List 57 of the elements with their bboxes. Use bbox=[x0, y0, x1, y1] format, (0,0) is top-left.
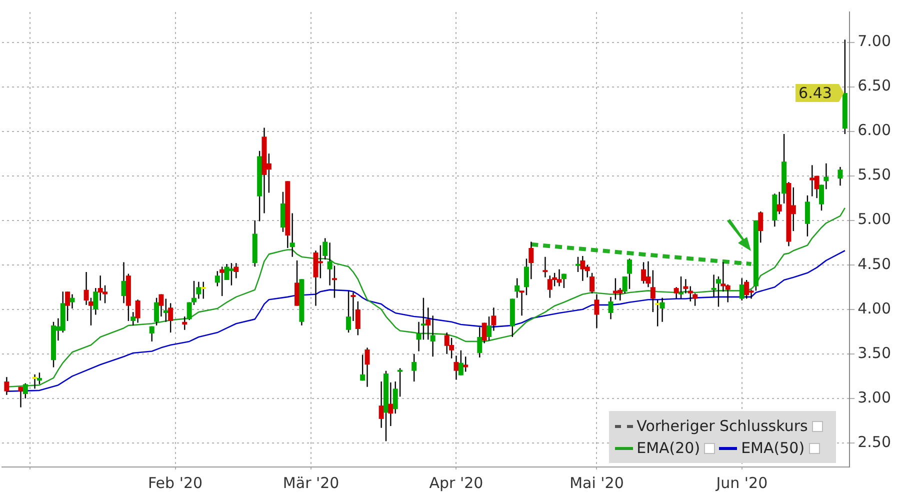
candlestick bbox=[70, 294, 75, 310]
candlestick bbox=[135, 299, 140, 324]
y-tick-label: 5.50 bbox=[858, 166, 892, 184]
candlestick bbox=[364, 347, 370, 388]
candlestick bbox=[561, 273, 566, 289]
candlestick bbox=[200, 281, 206, 300]
candlestick bbox=[641, 262, 646, 284]
candlestick bbox=[346, 290, 352, 334]
candlestick bbox=[458, 350, 464, 376]
annotation: 6.43 bbox=[798, 84, 832, 102]
candlestick bbox=[412, 353, 417, 382]
candlestick bbox=[542, 256, 548, 278]
candlestick bbox=[4, 376, 10, 396]
y-tick-label: 5.00 bbox=[858, 210, 892, 228]
candlestick bbox=[318, 244, 323, 279]
candlestick bbox=[678, 276, 684, 300]
candlestick bbox=[220, 266, 225, 297]
x-tick-label: Apr '20 bbox=[429, 474, 484, 492]
x-tick-label: Jun '20 bbox=[715, 474, 768, 492]
legend-label: Vorheriger Schlusskurs bbox=[636, 416, 808, 437]
y-tick-label: 4.00 bbox=[858, 299, 892, 318]
candlestick bbox=[294, 260, 300, 306]
candlestick bbox=[18, 386, 24, 408]
candlestick bbox=[838, 166, 843, 186]
candlestick bbox=[776, 191, 782, 215]
candlestick bbox=[660, 297, 665, 322]
candlestick bbox=[36, 372, 42, 385]
candlestick bbox=[650, 270, 656, 313]
y-tick-label: 6.00 bbox=[858, 121, 892, 140]
candlestick bbox=[463, 356, 468, 372]
y-tick-label: 3.50 bbox=[858, 344, 892, 362]
candlestick bbox=[182, 316, 188, 330]
candlestick bbox=[739, 278, 744, 302]
x-tick-label: Mär '20 bbox=[282, 474, 340, 492]
candlestick bbox=[594, 294, 600, 329]
legend-label: EMA(20) bbox=[636, 438, 700, 459]
candlestick bbox=[454, 355, 459, 380]
x-tick-label: Feb '20 bbox=[148, 474, 203, 492]
y-tick-label: 6.50 bbox=[858, 76, 892, 95]
legend-label: EMA(50) bbox=[741, 438, 805, 459]
y-tick-label: 3.00 bbox=[858, 388, 892, 406]
candlestick bbox=[154, 297, 160, 326]
candlestick bbox=[608, 296, 614, 320]
candlestick bbox=[32, 374, 38, 390]
candlestick bbox=[290, 212, 295, 258]
candlestick bbox=[168, 302, 174, 334]
y-tick-label: 2.50 bbox=[858, 432, 892, 451]
candlestick bbox=[575, 256, 580, 273]
candlestick bbox=[149, 326, 154, 342]
candlestick bbox=[477, 326, 482, 358]
candlestick bbox=[804, 194, 810, 237]
x-tick-label: Mai '20 bbox=[570, 474, 624, 492]
y-tick-label: 4.50 bbox=[858, 254, 892, 273]
candlestick bbox=[514, 278, 520, 298]
candlestick bbox=[430, 315, 436, 358]
candlestick bbox=[758, 210, 764, 244]
y-tick-label: 7.00 bbox=[858, 32, 892, 50]
